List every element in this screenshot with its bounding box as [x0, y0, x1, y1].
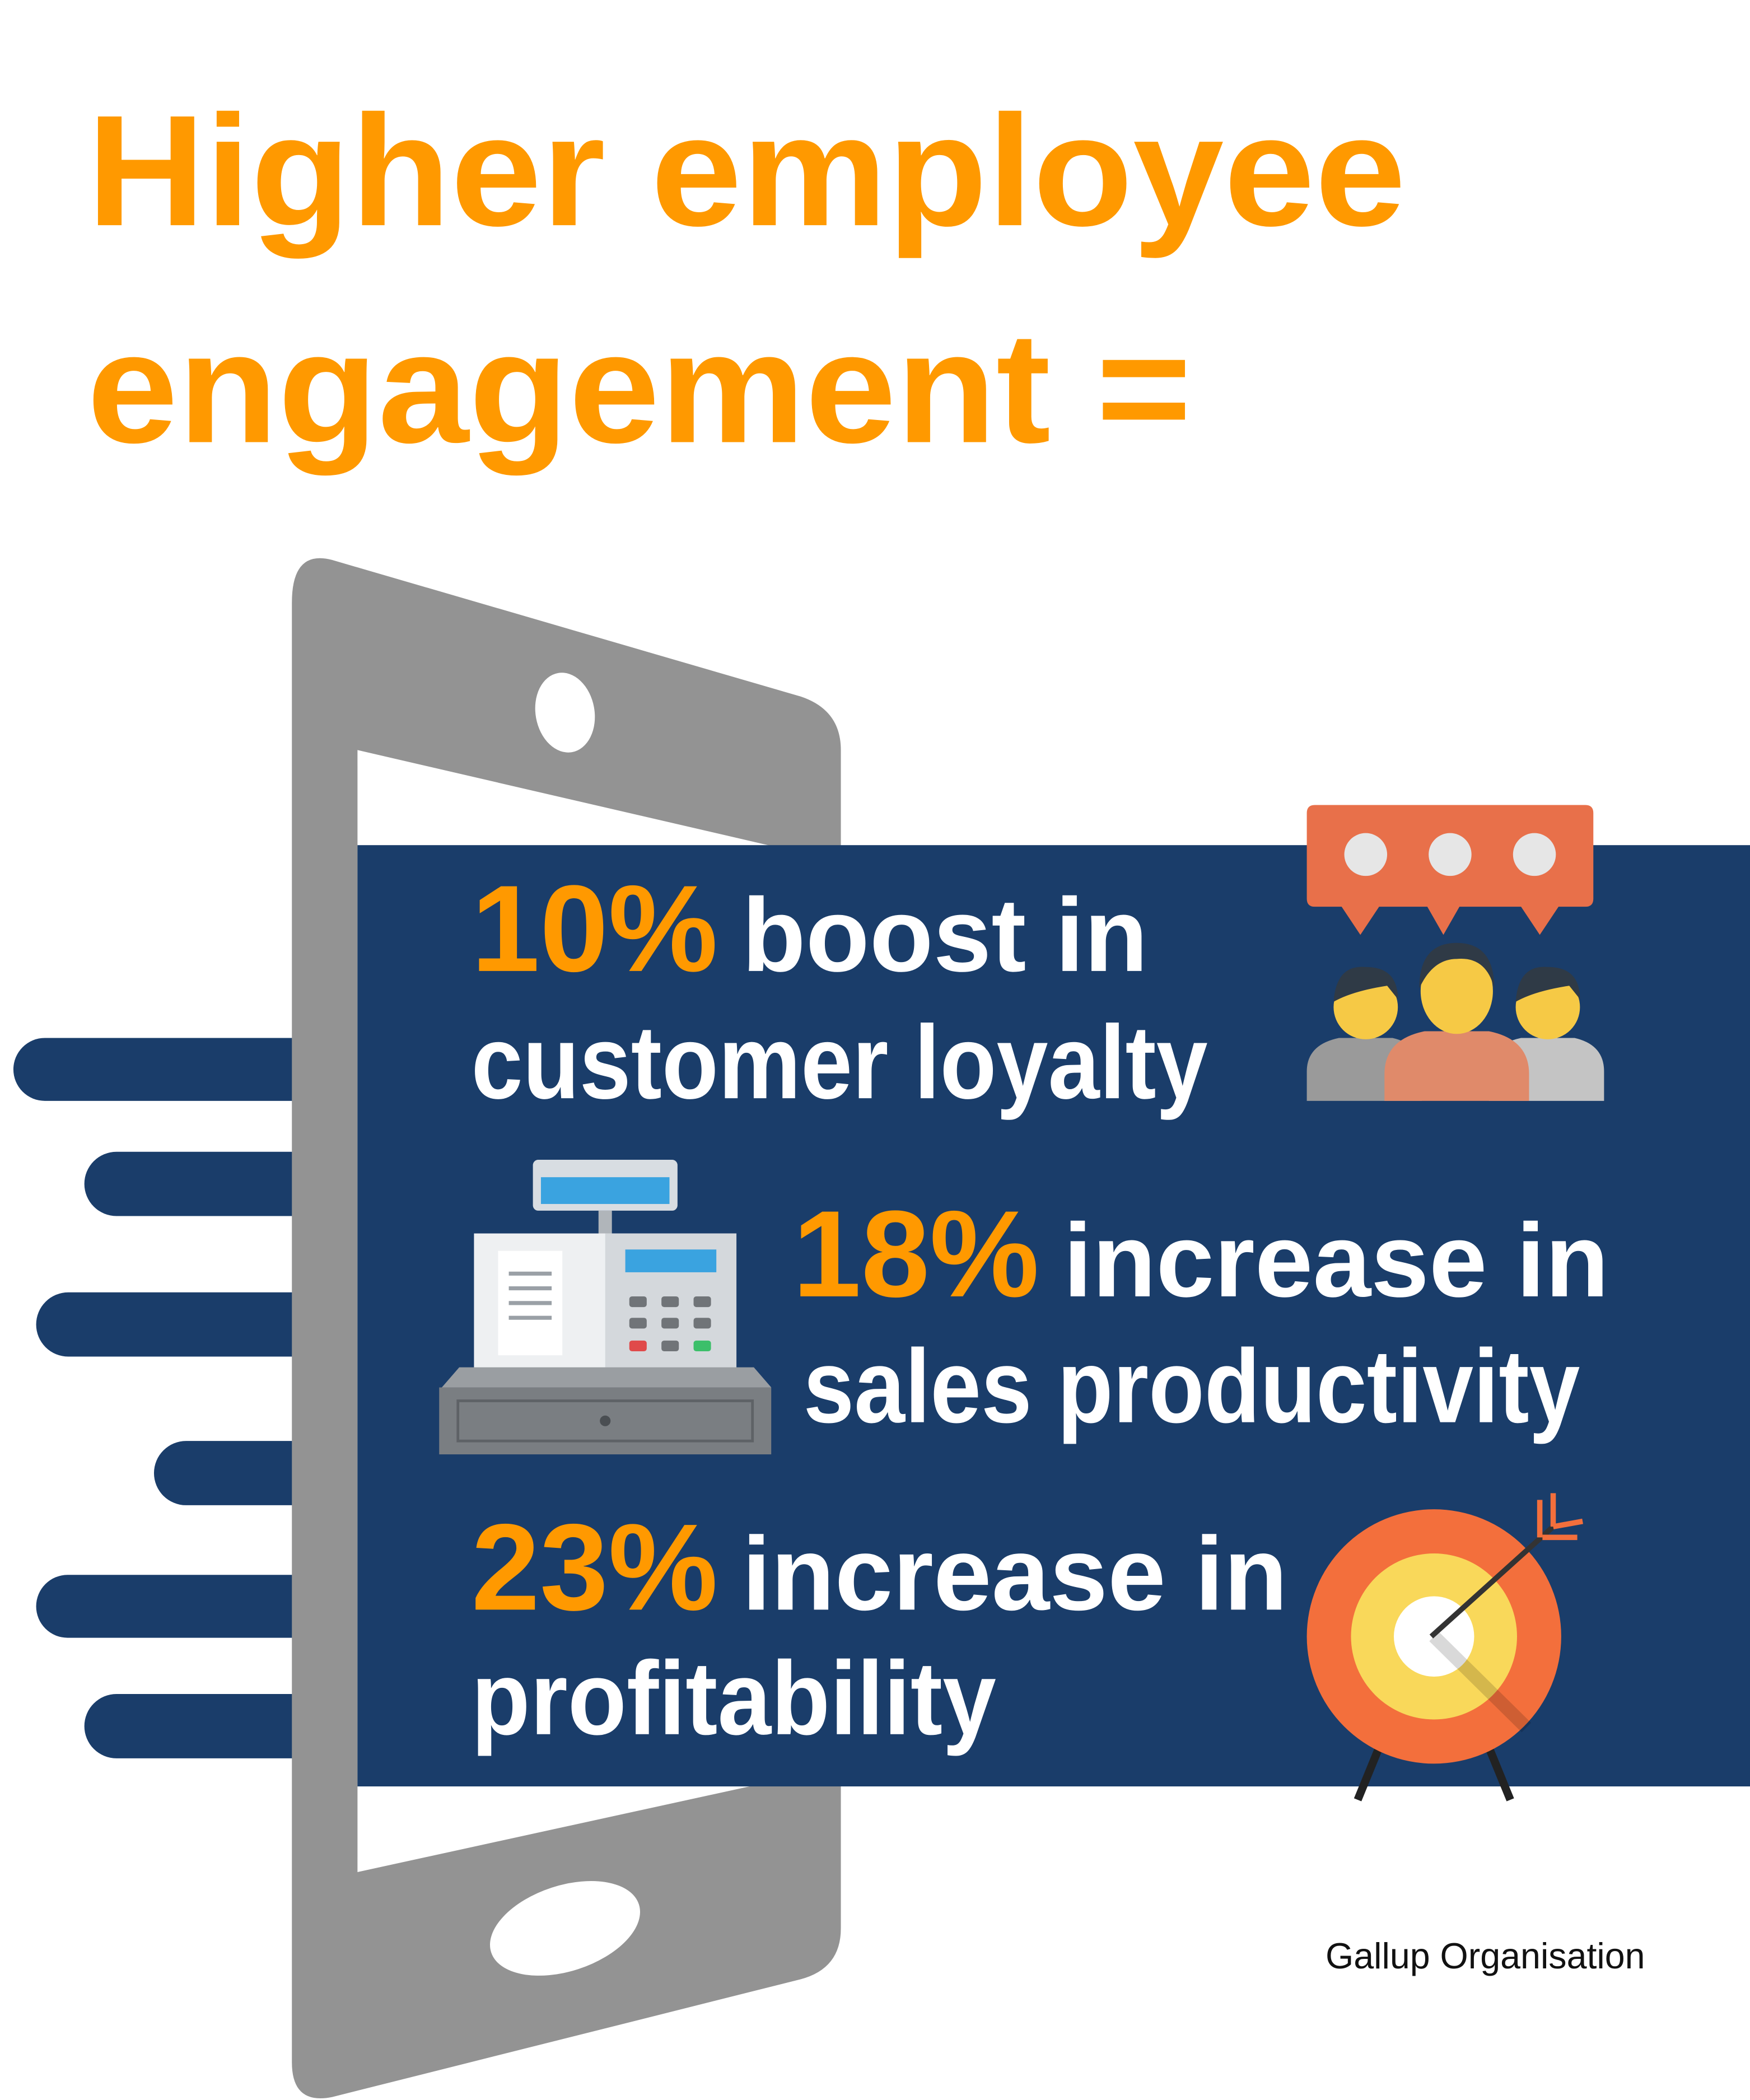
source: Gallup Organisation	[1326, 1936, 1645, 1976]
register-icon	[439, 1160, 772, 1455]
stat-figure: 23%	[472, 1498, 718, 1636]
stat-text: profitability	[472, 1640, 996, 1757]
stat-text: sales productivity	[804, 1328, 1580, 1445]
stat: 18% increase in sales productivity	[792, 1185, 1609, 1445]
stat-text: boost in	[742, 876, 1148, 993]
stat-text: increase in	[1063, 1202, 1609, 1319]
stat-line: 10% boost in	[472, 860, 1148, 997]
title-line: engagement =	[87, 299, 1192, 477]
title-line: Higher employee	[87, 82, 1406, 260]
stat-text: increase in	[742, 1515, 1287, 1632]
people-icon	[1306, 805, 1604, 1101]
target-icon	[1306, 1493, 1583, 1802]
stat: 10% boost in customer loyalty	[472, 860, 1208, 1121]
stat-text: customer loyalty	[472, 1004, 1208, 1121]
stat-figure: 10%	[472, 860, 718, 997]
speed-lines	[13, 1038, 342, 1758]
stat-figure: 18%	[792, 1185, 1039, 1323]
stat: 23% increase in profitability	[472, 1498, 1288, 1756]
stat-line: 18% increase in	[792, 1185, 1609, 1323]
stat-line: 23% increase in	[472, 1498, 1288, 1636]
